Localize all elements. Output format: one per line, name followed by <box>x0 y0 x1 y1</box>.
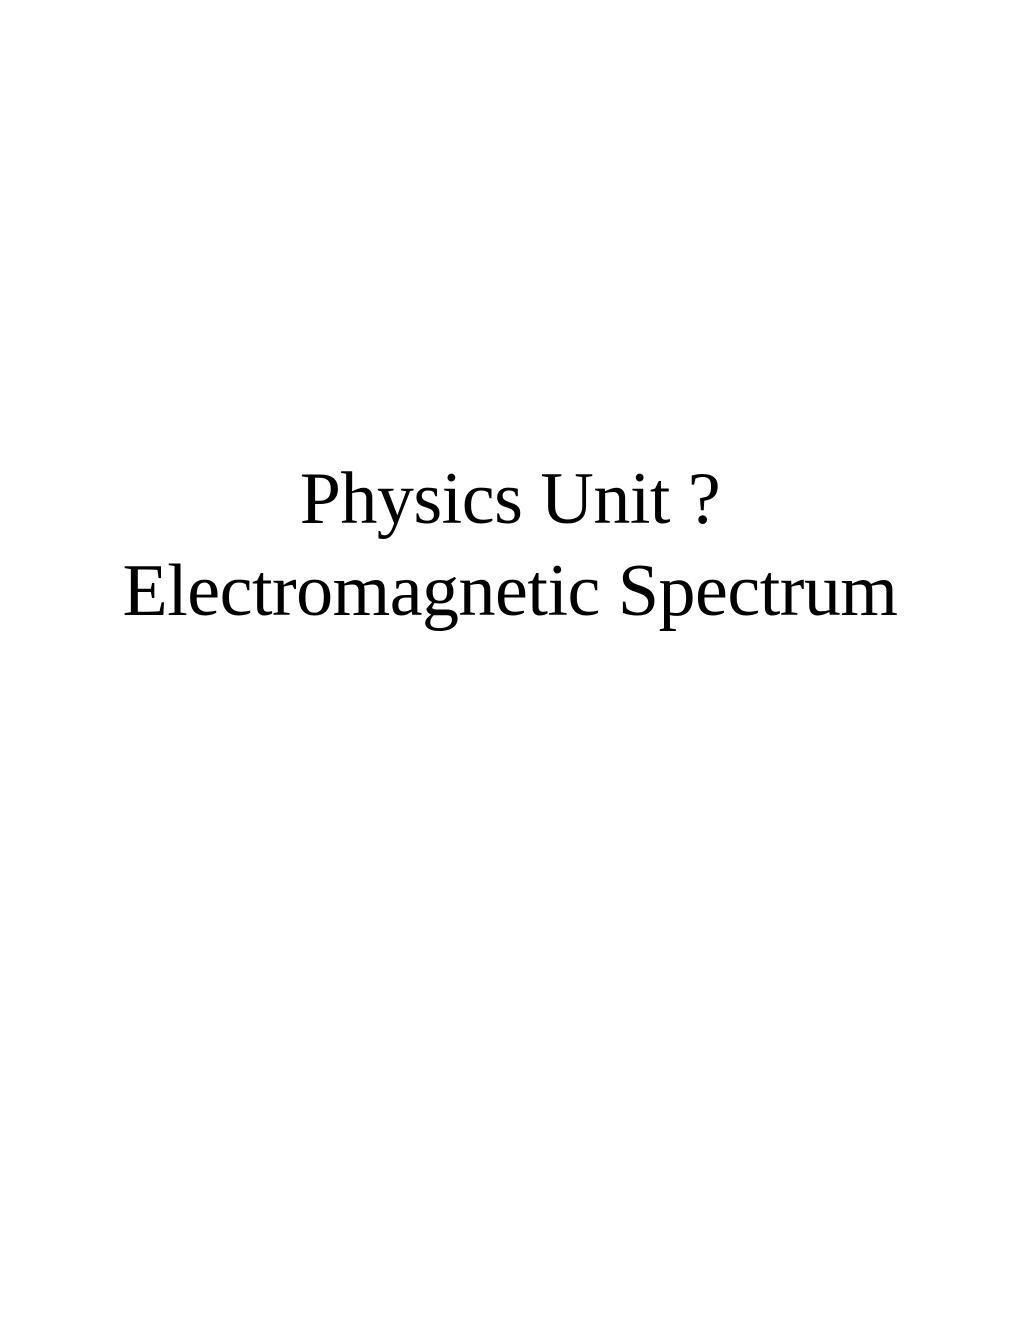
slide-title-line-2: Electromagnetic Spectrum <box>123 545 898 638</box>
slide-title-line-1: Physics Unit ? <box>300 453 721 546</box>
